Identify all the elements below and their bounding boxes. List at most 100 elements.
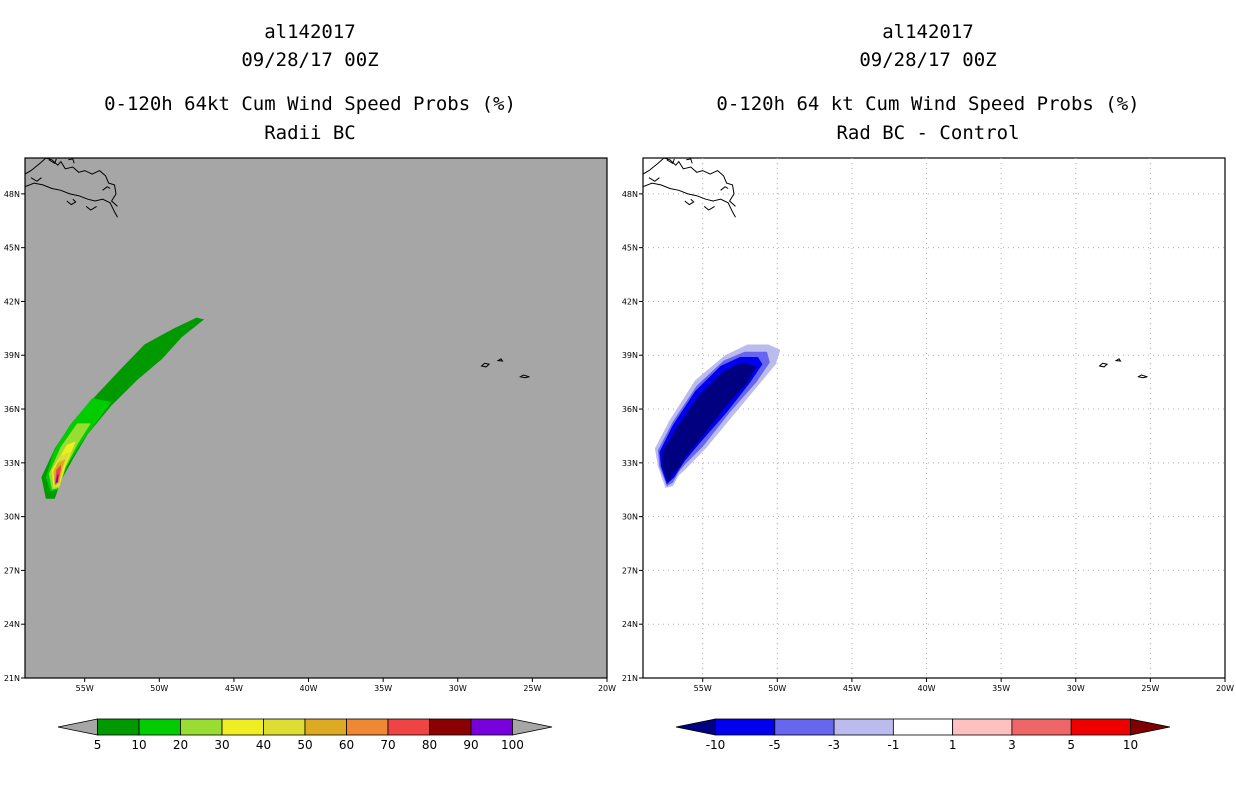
y-tick-label: 39N [4,351,20,360]
coastline-segment [48,158,57,165]
y-tick-label: 33N [622,459,638,468]
y-tick-label: 33N [4,459,20,468]
azores-island [1098,362,1109,368]
azores-island [519,374,530,379]
x-tick-label: 45W [225,684,243,693]
coastline-left [24,157,530,379]
x-tick-label: 50W [768,684,786,693]
y-tick-label: 21N [4,674,20,683]
colorbar-swatch [1011,718,1072,736]
colorbar-swatch [221,718,264,736]
map-frame-right [642,157,1226,679]
panel-title-date: 09/28/17 00Z [859,49,996,71]
y-tick-label: 24N [622,620,638,629]
x-tick-label: 25W [1141,684,1159,693]
coastline-segment [648,177,660,182]
panel-title-date: 09/28/17 00Z [241,49,378,71]
colorbar-label: 3 [1008,738,1016,752]
x-tick-label: 20W [598,684,616,693]
panel-title-variable: 0-120h 64kt Cum Wind Speed Probs (%) [104,93,516,115]
colorbar-swatch [387,718,430,736]
colorbar-label: 5 [1067,738,1075,752]
colorbar-label: 70 [380,738,395,752]
y-tick-label: 42N [4,297,20,306]
colorbar-left: 5 10 20 30 40 50 60 70 80 90 100 [57,718,553,752]
x-tick-label: 55W [694,684,712,693]
y-tick-label: 21N [622,674,638,683]
colorbar-upper-extend [1130,718,1171,736]
axis-ticks-left: 55W 50W 45W 40W 35W 30W 25W 20W 48N 45N 42N 39N 36N 3… [4,190,616,693]
probability-contours-left [41,317,205,499]
colorbar-label: -10 [706,738,726,752]
coastline-segment [68,158,75,164]
colorbar-label: 30 [214,738,229,752]
panel-title-storm-id: al142017 [264,21,356,43]
panel-title-experiment: Radii BC [264,122,356,144]
coastline-segment [703,205,715,211]
colorbar-label: 1 [949,738,957,752]
x-tick-label: 40W [917,684,935,693]
y-tick-label: 48N [4,190,20,199]
coastline-segment [642,157,736,207]
panel-title-experiment: Rad BC - Control [836,122,1019,144]
y-tick-label: 39N [622,351,638,360]
colorbar-swatch [833,718,894,736]
colorbar-swatch [1070,718,1131,736]
coastline-segment [30,177,42,182]
map-frame-left [24,157,608,679]
colorbar-swatch [892,718,954,736]
colorbar-swatch [304,718,347,736]
colorbar-swatch [263,718,306,736]
contour-level-90 [55,473,59,484]
y-tick-label: 24N [4,620,20,629]
y-tick-label: 48N [622,190,638,199]
colorbar-swatch [952,718,1013,736]
contour-level-70 [54,464,61,485]
colorbar-swatch [97,718,140,736]
coastline-segment [24,182,118,218]
azores-island [1114,358,1122,362]
x-tick-label: 55W [76,684,94,693]
coastline-segment [85,205,97,211]
x-tick-label: 30W [449,684,467,693]
colorbar-swatch [470,718,513,736]
azores-island [496,358,504,362]
azores-island [1137,374,1148,379]
colorbar-label: -3 [828,738,840,752]
y-tick-label: 36N [622,405,638,414]
coastline-segment [720,186,729,191]
x-tick-label: 40W [299,684,317,693]
y-tick-label: 42N [622,297,638,306]
x-tick-label: 30W [1067,684,1085,693]
azores-island [480,362,491,368]
coastline-segment [666,158,675,165]
coastline-right [642,157,1148,379]
x-tick-label: 45W [843,684,861,693]
coastline-segment [642,182,736,218]
colorbar-label: -1 [887,738,899,752]
x-tick-label: 50W [150,684,168,693]
colorbar-upper-extend [512,718,553,736]
colorbar-swatch [429,718,472,736]
chart-panel-left: al142017 09/28/17 00Z 0-120h 64kt Cum Wi… [4,21,616,752]
colorbar-label: 100 [501,738,524,752]
y-tick-label: 30N [622,513,638,522]
colorbar-label: -5 [769,738,781,752]
y-tick-label: 27N [4,566,20,575]
colorbar-label: 90 [463,738,478,752]
colorbar-label: 10 [1123,738,1138,752]
y-tick-label: 30N [4,513,20,522]
axis-ticks-right: 55W 50W 45W 40W 35W 30W 25W 20W 48N 45N 42N 39N 36N 3… [622,190,1234,693]
colorbar-lower-extend [675,718,716,736]
colorbar-swatch [138,718,181,736]
y-tick-label: 45N [4,244,20,253]
coastline-segment [24,157,118,207]
coastline-segment [102,186,111,191]
contour-level-neg10 [662,362,757,483]
colorbar-lower-extend [57,718,98,736]
colorbar-label: 50 [297,738,312,752]
colorbar-label: 10 [131,738,146,752]
x-tick-label: 25W [523,684,541,693]
coastline-segment [686,158,693,164]
colorbar-swatch [715,718,776,736]
